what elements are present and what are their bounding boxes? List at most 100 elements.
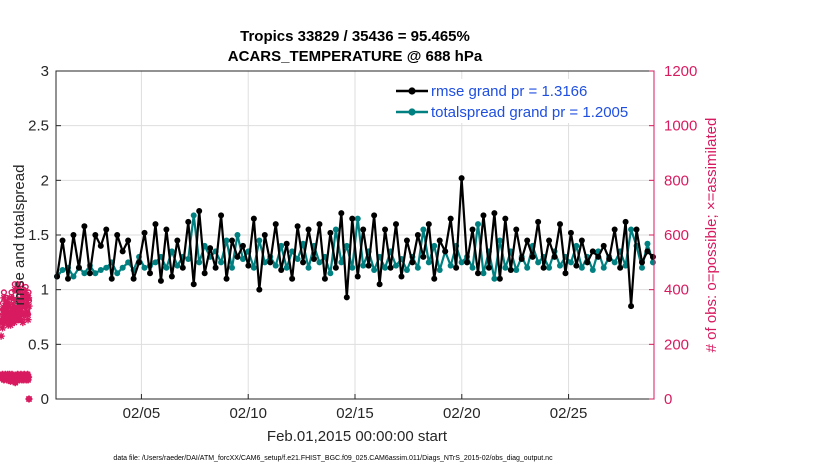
totalspread-point — [250, 264, 257, 271]
rmse-point — [239, 242, 246, 249]
totalspread-point — [578, 264, 585, 271]
rmse-point — [223, 275, 230, 282]
y-right-tick-label: 400 — [664, 282, 689, 299]
rmse-point — [207, 245, 214, 252]
rmse-point — [398, 273, 405, 280]
totalspread-point — [305, 264, 312, 271]
rmse-point — [114, 232, 121, 238]
rmse-point — [409, 259, 416, 266]
y-right-tick-label: 0 — [664, 391, 672, 408]
totalspread-point — [185, 256, 192, 263]
totalspread-point — [278, 242, 285, 249]
totalspread-point — [403, 266, 410, 273]
rmse-point — [86, 270, 93, 277]
rmse-point — [606, 256, 613, 263]
totalspread-point — [81, 270, 88, 277]
rmse-point — [354, 273, 361, 280]
rmse-point — [81, 223, 88, 230]
obs-assimilated-point — [5, 302, 13, 310]
y-left-tick-label: 3 — [41, 63, 49, 80]
totalspread-point — [425, 259, 432, 266]
rmse-point — [644, 248, 651, 255]
totalspread-point — [622, 262, 629, 269]
totalspread-point — [349, 264, 356, 271]
totalspread-point — [163, 264, 170, 271]
obs-assimilated-low-point — [25, 395, 33, 403]
rmse-point — [414, 232, 421, 238]
y-right-tick-label: 1200 — [664, 63, 697, 80]
rmse-point — [518, 256, 525, 263]
rmse-point — [234, 253, 241, 260]
rmse-point — [365, 262, 372, 269]
rmse-point — [589, 248, 596, 255]
rmse-point — [311, 256, 318, 263]
totalspread-point — [92, 270, 99, 277]
obs-assimilated-point — [21, 302, 29, 310]
rmse-point — [338, 210, 345, 217]
rmse-point — [436, 237, 443, 244]
obs-possible-point — [0, 289, 8, 296]
rmse-point — [92, 232, 99, 238]
rmse-point — [578, 237, 585, 244]
totalspread-point — [628, 226, 635, 233]
obs-assimilated-point — [24, 316, 32, 324]
totalspread-point — [223, 237, 230, 244]
rmse-point — [403, 237, 410, 244]
rmse-point — [649, 253, 656, 260]
y-left-tick-label: 1.5 — [28, 227, 49, 244]
totalspread-point — [447, 262, 454, 269]
rmse-point — [431, 275, 438, 282]
totalspread-point — [360, 262, 367, 269]
totalspread-point — [567, 259, 574, 266]
obs-assimilated-point — [0, 324, 7, 332]
rmse-point — [387, 264, 394, 271]
rmse-point — [278, 266, 285, 273]
rmse-point — [283, 240, 290, 247]
rmse-point — [59, 237, 66, 244]
rmse-point — [529, 253, 536, 260]
totalspread-point — [600, 264, 607, 271]
rmse-point — [382, 226, 389, 233]
rmse-point — [638, 259, 645, 266]
rmse-point — [524, 237, 531, 244]
totalspread-point — [649, 259, 656, 266]
rmse-point — [425, 221, 432, 228]
totalspread-point — [289, 248, 296, 255]
rmse-point — [562, 270, 569, 277]
y-right-tick-label: 200 — [664, 336, 689, 353]
totalspread-point — [458, 259, 465, 266]
totalspread-point — [152, 259, 159, 266]
rmse-point — [267, 259, 274, 266]
totalspread-point — [316, 259, 323, 266]
rmse-point — [300, 259, 307, 266]
rmse-point — [103, 226, 110, 233]
totalspread-point — [283, 264, 290, 271]
obs-assimilated-point — [19, 318, 27, 327]
rmse-point — [65, 275, 72, 282]
rmse-point — [316, 221, 323, 228]
rmse-point — [201, 270, 208, 277]
totalspread-point — [218, 259, 225, 266]
rmse-point — [289, 275, 296, 282]
x-tick-label: 02/20 — [443, 405, 481, 422]
totalspread-point — [174, 262, 181, 269]
totalspread-point — [272, 262, 279, 269]
totalspread-point — [234, 232, 241, 238]
totalspread-point — [546, 264, 553, 271]
rmse-point — [376, 281, 383, 288]
totalspread-point — [611, 259, 618, 266]
obs-assimilated-point — [23, 310, 32, 318]
totalspread-point — [114, 270, 121, 277]
rmse-point — [321, 275, 328, 282]
totalspread-point — [327, 270, 334, 277]
totalspread-point — [332, 226, 339, 233]
x-tick-label: 02/15 — [336, 405, 374, 422]
rmse-point — [305, 226, 312, 233]
rmse-point — [185, 218, 192, 225]
totalspread-point — [229, 264, 236, 271]
rmse-point — [458, 175, 465, 182]
obs-assimilated-point — [8, 307, 17, 316]
rmse-point — [551, 253, 558, 260]
rmse-point — [453, 264, 460, 271]
